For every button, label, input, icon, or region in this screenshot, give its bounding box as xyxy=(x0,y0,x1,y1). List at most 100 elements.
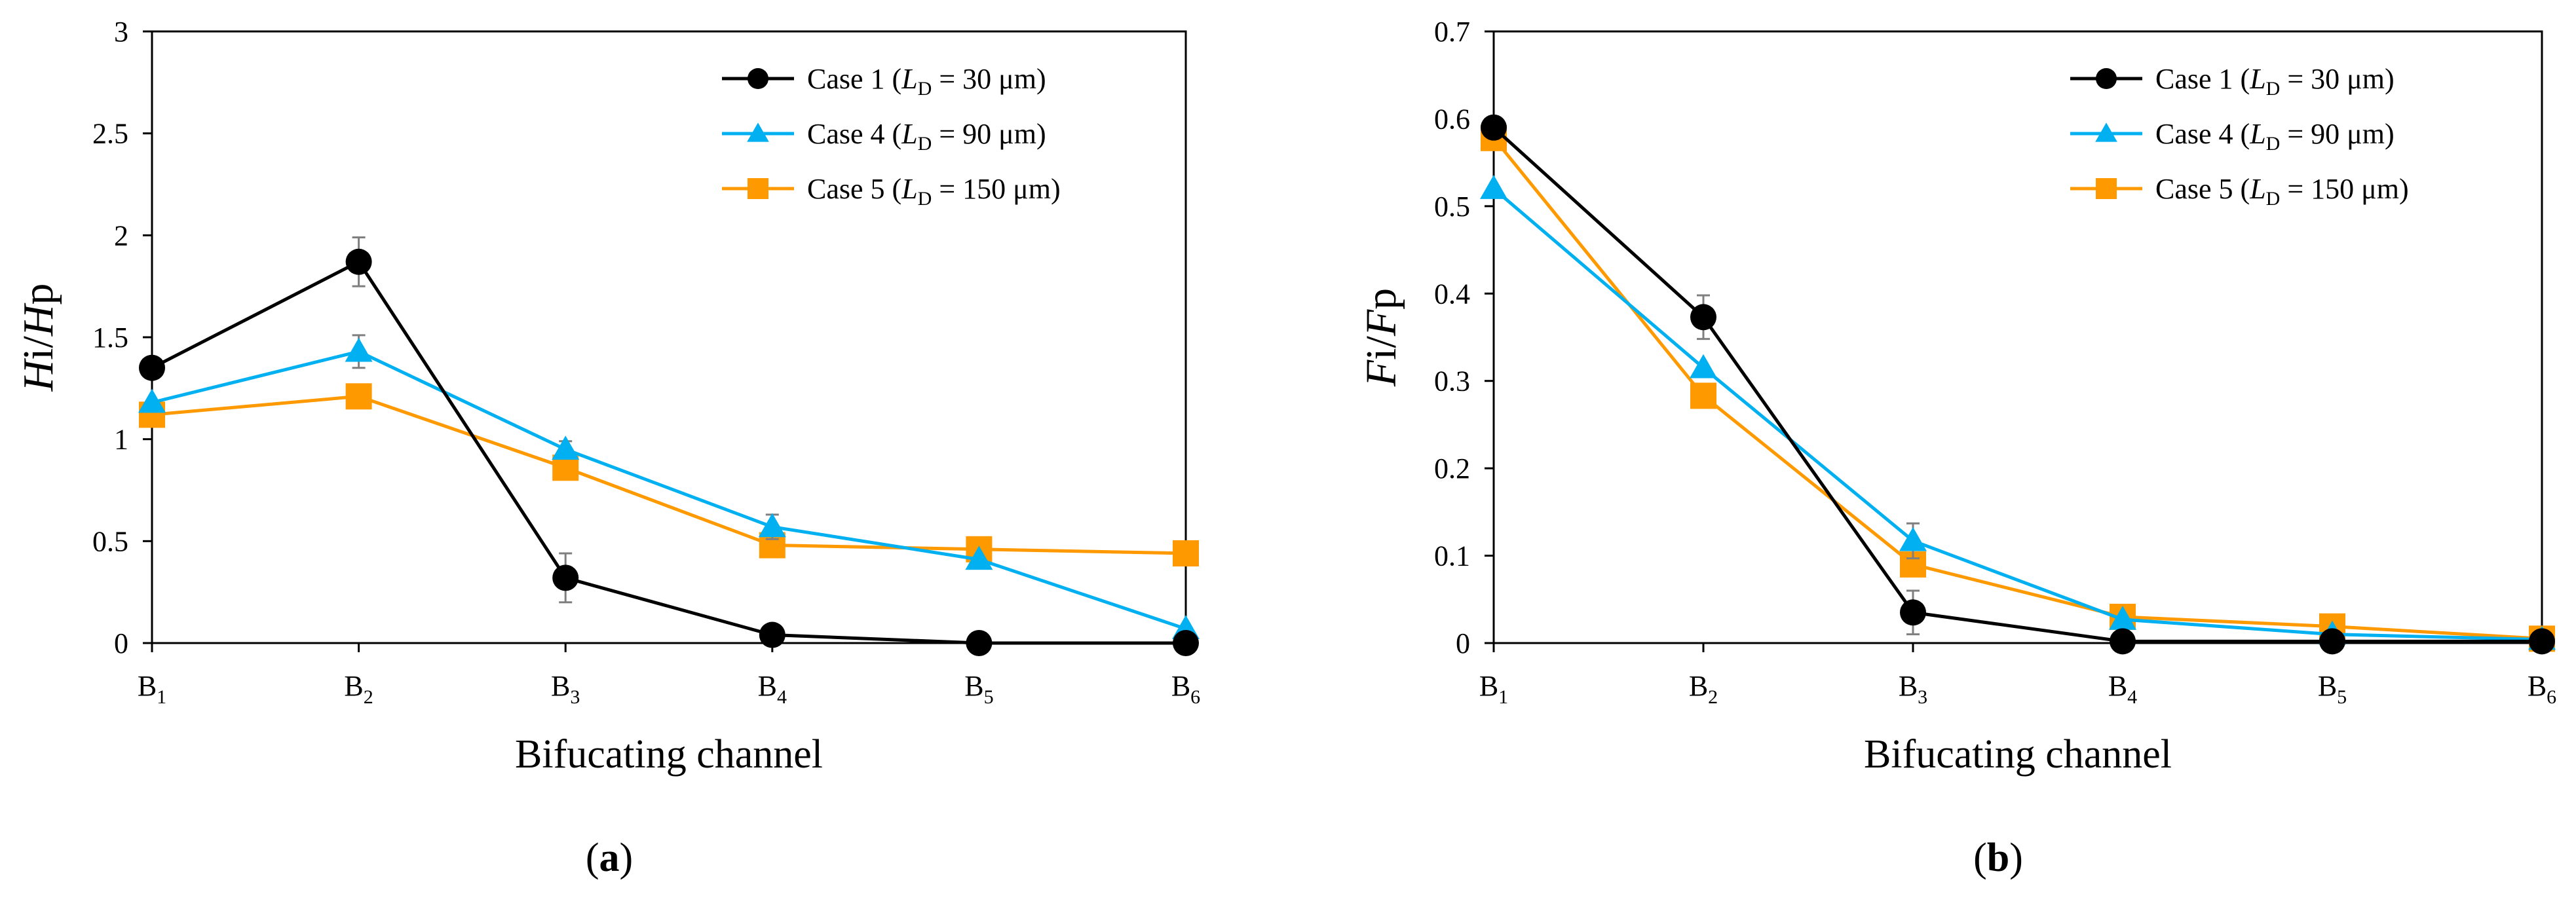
x-tick-label-base: B xyxy=(964,670,983,702)
x-tick-label: B6 xyxy=(1171,670,1200,708)
panel-label-close: ) xyxy=(2009,836,2023,880)
x-tick-label: B4 xyxy=(2108,670,2137,708)
data-point-marker xyxy=(758,513,786,538)
y-tick-label: 2 xyxy=(114,219,128,251)
x-axis-title: Bifucating channel xyxy=(515,732,823,777)
data-point-marker xyxy=(965,545,993,570)
panel-label: (a) xyxy=(586,836,633,880)
legend-marker xyxy=(748,68,768,89)
data-point-marker xyxy=(1173,540,1199,567)
x-tick-label: B6 xyxy=(2528,670,2556,708)
data-point-marker xyxy=(759,621,786,648)
data-point-marker xyxy=(2529,628,2555,655)
legend-ld-symbol: L xyxy=(2249,173,2265,205)
x-tick-label-sub: 1 xyxy=(157,686,166,708)
x-tick-label-base: B xyxy=(1171,670,1190,702)
y-axis-title: Hi/Hp xyxy=(14,283,62,392)
legend-ld-value: = 150 μm) xyxy=(932,173,1060,205)
panel-label-open: ( xyxy=(586,836,599,880)
y-tick-label: 0.6 xyxy=(1434,103,1470,135)
series-2 xyxy=(1480,175,2556,650)
x-tick-label-sub: 3 xyxy=(570,686,580,708)
y-tick-label: 0.7 xyxy=(1434,16,1470,48)
legend-ld-sub: D xyxy=(918,78,932,100)
legend-ld-value: = 30 μm) xyxy=(2280,63,2394,95)
panel-label: (b) xyxy=(1973,836,2023,880)
chart-panel-b: 00.10.20.30.40.50.60.7B1 B2 B3 B4 B5 B6Bifuca… xyxy=(1357,16,2556,880)
legend-marker xyxy=(2096,178,2117,199)
y-axis-title-symbol2: F xyxy=(1357,309,1405,337)
data-point-marker xyxy=(552,435,580,460)
x-tick-label: B5 xyxy=(964,670,993,708)
x-tick-label: B1 xyxy=(138,670,166,708)
data-point-marker xyxy=(552,564,579,591)
y-axis-title-symbol2: H xyxy=(14,303,62,337)
x-tick-label-sub: 6 xyxy=(2547,686,2556,708)
legend-ld-symbol: L xyxy=(901,118,917,150)
panel-label-open: ( xyxy=(1973,836,1987,880)
legend-marker xyxy=(2095,122,2117,142)
series-line xyxy=(1492,187,2543,642)
data-point-marker xyxy=(345,337,373,362)
panel-label-letter: b xyxy=(1987,836,2009,880)
legend-case-name: Case 5 ( xyxy=(2155,173,2250,205)
series-line xyxy=(1492,137,2543,640)
data-point-marker xyxy=(2109,605,2136,630)
x-tick-label-sub: 1 xyxy=(1498,686,1508,708)
legend-label: Case 1 (LD = 30 μm) xyxy=(807,63,1046,100)
x-tick-label-base: B xyxy=(2528,670,2547,702)
x-tick-label: B2 xyxy=(1689,670,1718,708)
legend-ld-symbol: L xyxy=(901,173,917,205)
x-tick-label-base: B xyxy=(1899,670,1918,702)
data-point-marker xyxy=(966,630,993,656)
x-tick-label: B2 xyxy=(344,670,373,708)
x-tick-label-base: B xyxy=(344,670,363,702)
x-tick-label-sub: 5 xyxy=(2337,686,2347,708)
y-axis-title-symbol: H xyxy=(14,358,62,392)
y-axis-title-slash: / xyxy=(1357,336,1405,348)
legend-ld-symbol: L xyxy=(2249,63,2265,95)
data-point-marker xyxy=(1480,175,1507,199)
y-tick-label: 0 xyxy=(1456,627,1470,659)
y-tick-label: 0.5 xyxy=(92,525,128,557)
legend-label: Case 5 (LD = 150 μm) xyxy=(807,173,1061,210)
legend-ld-symbol: L xyxy=(2249,118,2265,150)
y-tick-label: 0.3 xyxy=(1434,365,1470,397)
legend-label: Case 4 (LD = 90 μm) xyxy=(2155,118,2395,155)
y-tick-label: 0.5 xyxy=(1434,191,1470,223)
y-axis-title-sub2: p xyxy=(14,283,62,305)
series-line xyxy=(151,259,1186,645)
legend-ld-value: = 150 μm) xyxy=(2280,173,2408,205)
x-tick-label-base: B xyxy=(1479,670,1498,702)
x-tick-label-sub: 6 xyxy=(1190,686,1200,708)
x-tick-label-sub: 2 xyxy=(1708,686,1718,708)
legend-label: Case 4 (LD = 90 μm) xyxy=(807,118,1046,155)
data-point-marker xyxy=(1690,304,1716,331)
legend-case-name: Case 5 ( xyxy=(807,173,901,205)
x-tick-label-sub: 5 xyxy=(984,686,994,708)
y-tick-label: 1 xyxy=(114,424,128,456)
data-point-marker xyxy=(2110,628,2136,655)
y-tick-label: 3 xyxy=(114,16,128,48)
legend-ld-symbol: L xyxy=(901,63,917,95)
panel-label-close: ) xyxy=(620,836,634,880)
legend-marker xyxy=(748,178,768,199)
y-axis-title: Fi/Fp xyxy=(1357,288,1405,387)
legend: Case 1 (LD = 30 μm) Case 4 (LD = 90 μm) Ca… xyxy=(722,63,1061,210)
x-tick-label-base: B xyxy=(1689,670,1708,702)
data-point-marker xyxy=(139,354,165,381)
y-tick-label: 0 xyxy=(114,627,128,659)
legend-ld-value: = 30 μm) xyxy=(932,63,1046,95)
x-tick-label: B1 xyxy=(1479,670,1508,708)
series-1 xyxy=(1481,114,2555,655)
legend-marker xyxy=(2096,68,2117,89)
y-tick-label: 1.5 xyxy=(92,322,128,354)
data-point-marker xyxy=(1173,630,1199,656)
y-tick-label: 0.1 xyxy=(1434,540,1470,572)
series-line xyxy=(151,350,1186,631)
data-point-marker xyxy=(1690,354,1717,379)
y-axis-title-sub2: p xyxy=(1357,288,1405,310)
x-tick-label: B3 xyxy=(551,670,580,708)
legend-marker xyxy=(747,122,769,142)
series-3 xyxy=(139,383,1199,567)
